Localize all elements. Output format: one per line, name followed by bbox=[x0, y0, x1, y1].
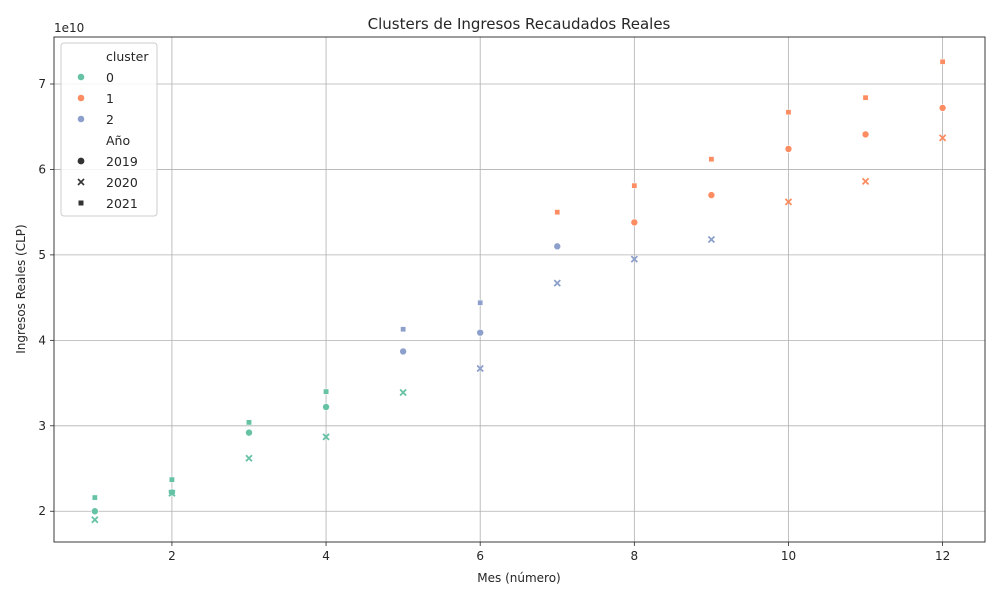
data-point-2020-mes-1 bbox=[91, 516, 99, 524]
data-point-2021-mes-6 bbox=[477, 299, 483, 306]
data-points bbox=[91, 58, 947, 524]
y-tick-label: 6 bbox=[38, 162, 46, 176]
legend-marker-2019 bbox=[77, 157, 85, 165]
data-point-2019-mes-5 bbox=[399, 347, 407, 356]
y-tick-label: 5 bbox=[38, 248, 46, 262]
data-point-2019-mes-3 bbox=[245, 428, 253, 437]
y-tick-label: 4 bbox=[38, 333, 46, 347]
legend-label-cluster-2: 2 bbox=[106, 112, 114, 127]
x-tick-label: 4 bbox=[322, 549, 330, 563]
data-point-2021-mes-1 bbox=[92, 494, 98, 501]
data-point-2020-mes-6 bbox=[476, 364, 484, 373]
y-tick-label: 3 bbox=[38, 419, 46, 433]
y-tick-label: 7 bbox=[38, 77, 46, 91]
chart-title: Clusters de Ingresos Recaudados Reales bbox=[368, 15, 671, 33]
y-offset-label: 1e10 bbox=[54, 21, 84, 35]
legend-label-cluster-1: 1 bbox=[106, 91, 114, 106]
x-tick-label: 2 bbox=[168, 549, 176, 563]
x-tick-label: 12 bbox=[935, 549, 950, 563]
data-point-2021-mes-3 bbox=[246, 419, 252, 426]
data-point-2019-mes-6 bbox=[476, 328, 484, 337]
data-point-2019-mes-12 bbox=[938, 104, 947, 112]
data-point-2021-mes-2 bbox=[169, 476, 175, 483]
y-axis-label: Ingresos Reales (CLP) bbox=[14, 224, 28, 353]
data-point-2019-mes-7 bbox=[553, 242, 562, 251]
legend-marker-cluster-0 bbox=[77, 73, 85, 81]
grid-lines bbox=[54, 37, 985, 542]
data-point-2020-mes-8 bbox=[630, 255, 638, 263]
legend-marker-2021 bbox=[78, 200, 84, 206]
legend-label-2021: 2021 bbox=[106, 196, 138, 211]
data-point-2020-mes-3 bbox=[245, 454, 253, 462]
legend-marker-2020 bbox=[77, 178, 85, 186]
data-point-2021-mes-7 bbox=[554, 209, 561, 215]
plot-area-frame bbox=[53, 36, 986, 543]
data-point-2020-mes-2 bbox=[168, 489, 176, 497]
data-point-2021-mes-9 bbox=[708, 156, 715, 162]
legend-style-title: Año bbox=[106, 133, 130, 148]
data-point-2020-mes-7 bbox=[553, 279, 561, 287]
data-point-2021-mes-4 bbox=[323, 388, 329, 395]
data-point-2021-mes-11 bbox=[862, 94, 869, 101]
legend-box bbox=[60, 42, 158, 217]
data-point-2019-mes-8 bbox=[630, 218, 639, 227]
data-point-2021-mes-5 bbox=[400, 326, 406, 333]
data-point-2019-mes-11 bbox=[861, 130, 870, 139]
data-point-2020-mes-9 bbox=[707, 235, 716, 244]
data-point-2020-mes-10 bbox=[784, 198, 793, 206]
data-point-2021-mes-8 bbox=[631, 182, 638, 189]
legend: cluster 0 1 2 Año 2019 2020 2021 bbox=[60, 42, 158, 217]
legend-hue-title: cluster bbox=[106, 49, 149, 64]
legend-label-cluster-0: 0 bbox=[106, 70, 114, 85]
legend-label-2020: 2020 bbox=[106, 175, 138, 190]
data-point-2020-mes-5 bbox=[399, 388, 407, 397]
legend-label-2019: 2019 bbox=[106, 154, 138, 169]
data-point-2021-mes-10 bbox=[785, 109, 792, 115]
data-point-2019-mes-10 bbox=[784, 145, 793, 153]
data-point-2021-mes-12 bbox=[939, 58, 946, 65]
x-tick-label: 6 bbox=[476, 549, 484, 563]
data-point-2019-mes-1 bbox=[91, 507, 99, 516]
x-tick-label: 10 bbox=[781, 549, 796, 563]
data-point-2020-mes-12 bbox=[938, 134, 947, 142]
x-tick-label: 8 bbox=[631, 549, 639, 563]
data-point-2020-mes-11 bbox=[861, 177, 870, 186]
data-point-2019-mes-4 bbox=[322, 403, 330, 411]
data-point-2020-mes-4 bbox=[322, 433, 330, 441]
data-point-2019-mes-9 bbox=[707, 191, 716, 199]
y-tick-label: 2 bbox=[38, 504, 46, 518]
legend-marker-cluster-1 bbox=[77, 94, 85, 102]
legend-marker-cluster-2 bbox=[77, 115, 85, 123]
x-axis-label: Mes (número) bbox=[477, 571, 560, 585]
